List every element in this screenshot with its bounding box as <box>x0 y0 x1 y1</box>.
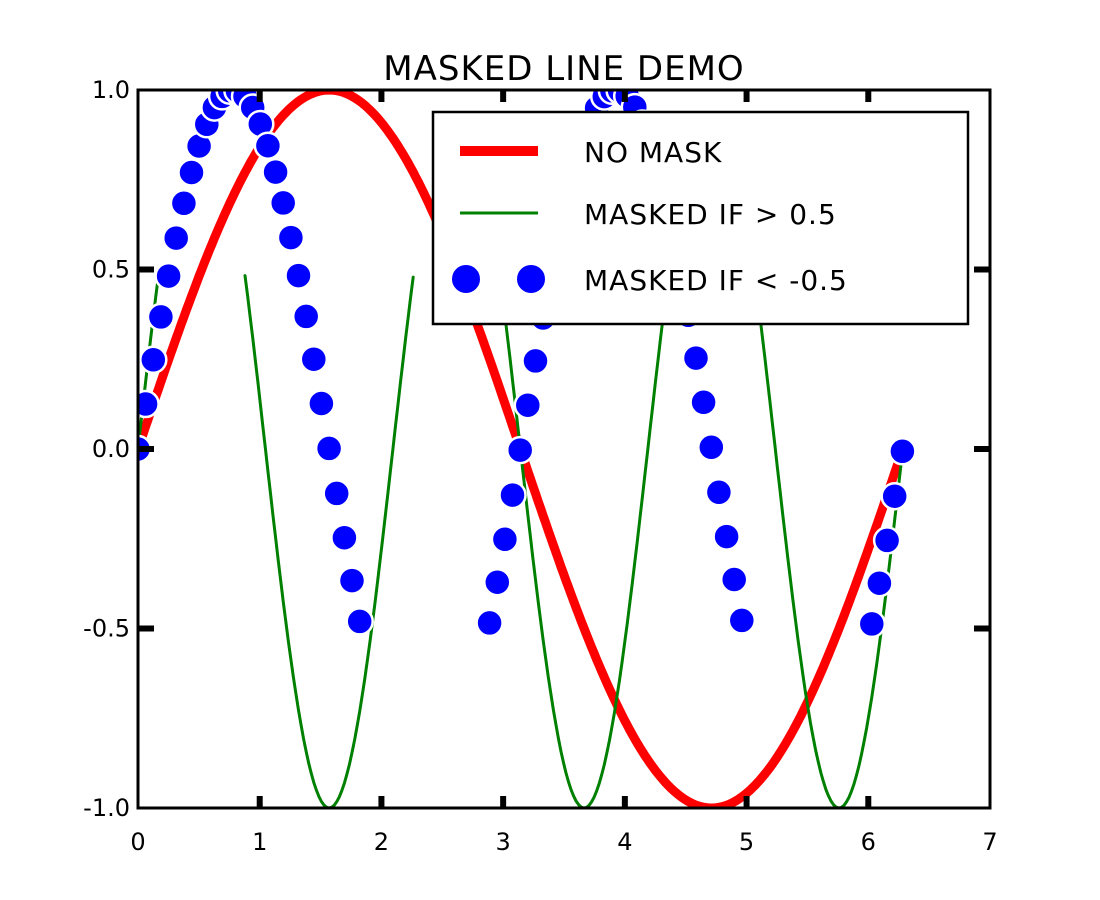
data-point <box>161 223 191 253</box>
data-point <box>712 522 741 551</box>
data-point <box>299 344 329 374</box>
data-point <box>857 609 887 639</box>
x-tick-label: 2 <box>374 828 389 856</box>
y-tick-label: 1.0 <box>92 76 130 104</box>
data-point <box>704 478 734 507</box>
x-tick-label: 4 <box>617 828 632 856</box>
y-axis: 1.0 0.5 0.0 -0.5 -1.0 <box>83 76 130 822</box>
data-point <box>880 481 909 511</box>
data-point <box>697 433 726 462</box>
data-point <box>719 565 749 594</box>
data-point <box>291 302 321 331</box>
data-point <box>154 261 183 291</box>
legend-marker-masked-lt <box>450 263 482 295</box>
x-tick-label: 3 <box>496 828 511 856</box>
x-tick-label: 1 <box>252 828 267 856</box>
data-point <box>689 388 718 417</box>
x-tick-label: 5 <box>739 828 754 856</box>
axis-ticks <box>138 90 990 808</box>
data-point <box>177 158 206 187</box>
data-point <box>513 390 543 420</box>
data-point <box>169 189 199 218</box>
data-point <box>888 437 917 466</box>
x-tick-label: 0 <box>130 828 145 856</box>
data-point <box>681 343 711 373</box>
data-point <box>483 567 512 597</box>
data-point <box>284 261 313 290</box>
data-point <box>322 479 351 508</box>
data-point <box>521 346 550 376</box>
y-tick-label: -0.5 <box>83 615 130 643</box>
data-point <box>337 566 367 595</box>
data-point <box>505 435 535 465</box>
data-point <box>314 434 344 463</box>
y-tick-label: -1.0 <box>83 794 130 822</box>
legend-label: NO MASK <box>584 136 722 169</box>
series-line-segment <box>498 273 670 808</box>
series-line-segment <box>753 272 904 808</box>
data-point <box>475 608 504 638</box>
data-point <box>330 523 359 552</box>
data-point <box>261 157 290 187</box>
legend-marker-masked-lt <box>515 263 547 295</box>
data-point <box>865 568 894 598</box>
y-tick-label: 0.0 <box>92 435 130 463</box>
data-point <box>139 345 168 375</box>
x-tick-label: 6 <box>861 828 876 856</box>
data-point <box>146 302 176 332</box>
chart-title: MASKED LINE DEMO <box>383 49 744 89</box>
data-point <box>345 607 374 636</box>
legend-label: MASKED IF > 0.5 <box>584 198 837 231</box>
data-point <box>872 526 902 555</box>
data-point <box>498 480 527 510</box>
y-tick-label: 0.5 <box>92 256 130 284</box>
data-point <box>490 525 520 554</box>
legend-label: MASKED IF < -0.5 <box>584 264 848 297</box>
data-point <box>727 606 757 635</box>
x-tick-label: 7 <box>982 828 997 856</box>
data-point <box>268 188 298 218</box>
x-axis: 0 1 2 3 4 5 6 7 <box>130 828 997 856</box>
data-point <box>138 389 160 419</box>
data-point <box>307 389 336 418</box>
data-point <box>276 223 306 252</box>
series-line-segment <box>243 274 415 808</box>
data-point <box>253 131 283 160</box>
legend: NO MASK MASKED IF > 0.5 MASKED IF < -0.5 <box>431 110 970 326</box>
